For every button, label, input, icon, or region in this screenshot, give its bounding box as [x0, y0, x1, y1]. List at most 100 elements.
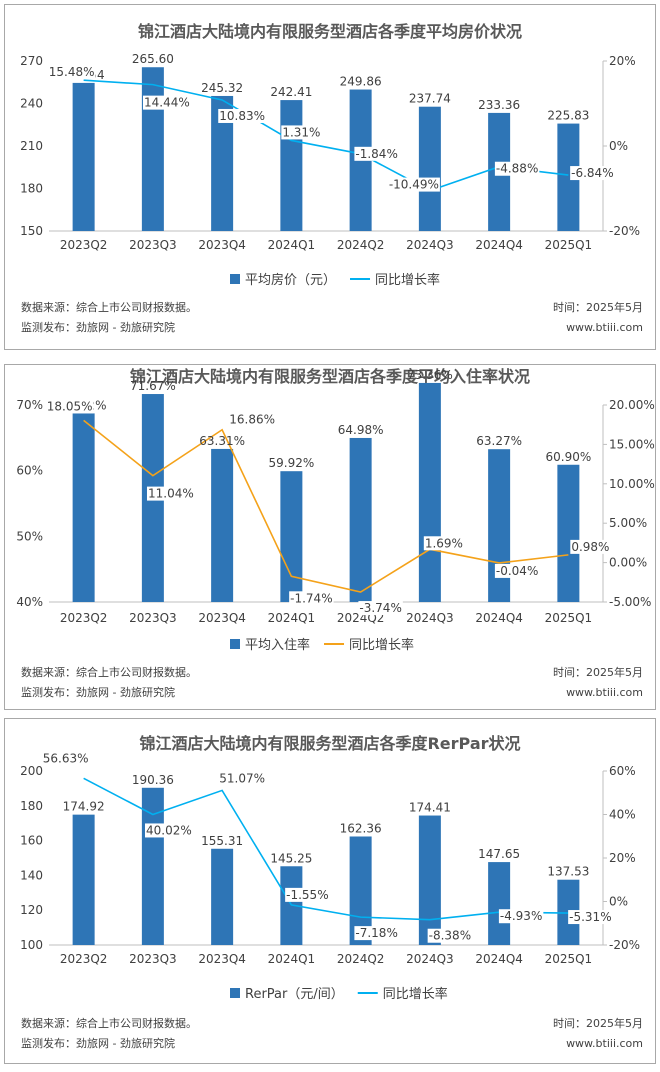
legend-bar-label: 平均入住率	[245, 637, 310, 653]
line-data-label: -6.84%	[571, 166, 613, 180]
y-right-tick-label: 20%	[609, 851, 636, 865]
bar-data-label: 265.60	[132, 52, 174, 66]
y-right-tick-label: 10.00%	[609, 477, 655, 491]
x-tick-label: 2024Q2	[337, 238, 385, 252]
line-label-bg	[427, 928, 473, 943]
line-label-bg	[144, 823, 193, 838]
line-label-bg	[47, 65, 96, 80]
x-tick-label: 2023Q4	[198, 952, 246, 966]
x-tick-label: 2023Q3	[129, 611, 177, 625]
y-tick-label: 120	[20, 903, 43, 917]
legend: RerPar（元/间） 同比增长率	[230, 986, 448, 1002]
line-data-label: -10.49%	[389, 178, 439, 192]
x-tick-label: 2024Q4	[475, 238, 523, 252]
line-label-bg	[41, 751, 90, 766]
bar	[488, 862, 511, 945]
growth-rate-line	[83, 79, 569, 192]
time-note: 时间：2025年5月	[553, 300, 643, 314]
growth-rate-line	[83, 419, 569, 593]
x-tick-label: 2024Q3	[406, 238, 454, 252]
bar-data-label: 71.67%	[130, 379, 176, 393]
y-tick-label: 180	[20, 799, 43, 813]
x-tick-label: 2024Q1	[268, 238, 316, 252]
line-data-label: -0.04%	[496, 564, 538, 578]
x-tick-label: 2023Q2	[60, 611, 108, 625]
chart-panel-occupancy: 锦江酒店大陆境内有限服务型酒店各季度平均入住率状况 40% 50% 60% 70% -5.…	[4, 364, 656, 710]
line-data-label: -1.55%	[286, 888, 328, 902]
y-tick-label: 40%	[16, 595, 43, 609]
growth-rate-line	[83, 777, 569, 921]
x-tick-label: 2024Q2	[337, 952, 385, 966]
line-label-bg	[354, 146, 399, 161]
bar-data-label: 249.86	[340, 75, 382, 89]
legend-line-label: 同比增长率	[375, 272, 440, 288]
y-tick-label: 150	[20, 224, 43, 238]
source-note: 数据来源：综合上市公司财报数据。	[21, 665, 197, 679]
line-data-label: -3.74%	[359, 601, 401, 615]
y-tick-label: 100	[20, 938, 43, 952]
line-data-label: 18.05%	[47, 399, 93, 413]
line-data-label: 56.63%	[43, 751, 89, 765]
line-data-label: 1.69%	[425, 536, 463, 550]
bar	[141, 67, 164, 231]
line-data-label: 10.83%	[219, 109, 265, 123]
x-tick-label: 2025Q1	[545, 952, 593, 966]
chart-panel-avg-room-price: 锦江酒店大陆境内有限服务型酒店各季度平均房价状况 150 180 210 240 270 -…	[4, 4, 656, 350]
legend-bar-label: 平均房价（元）	[245, 272, 336, 288]
y-tick-label: 270	[20, 54, 43, 68]
line-data-label: -8.38%	[429, 929, 471, 943]
y-tick-label: 140	[20, 868, 43, 882]
line-label-bg	[281, 125, 322, 140]
bar-data-label: 190.36	[132, 773, 174, 787]
y-right-tick-label: -5.00%	[609, 595, 651, 609]
line-data-label: -4.88%	[496, 162, 538, 176]
bar-data-label: 73.36%	[407, 368, 453, 382]
x-tick-label: 2023Q4	[198, 238, 246, 252]
bar-data-label: 174.92	[63, 800, 105, 814]
bar	[418, 815, 441, 945]
line-data-label: -1.74%	[290, 591, 332, 605]
line-label-bg	[354, 926, 399, 941]
line-label-bg	[228, 412, 277, 427]
source-note: 数据来源：综合上市公司财报数据。	[21, 1016, 197, 1030]
legend-bar-swatch	[230, 274, 240, 284]
y-tick-label: 160	[20, 834, 43, 848]
line-label-bg	[142, 95, 191, 110]
chart-panel-revpar: 锦江酒店大陆境内有限服务型酒店各季度RerPar状况 100 120 140 160 18…	[4, 718, 656, 1064]
chart-title: 锦江酒店大陆境内有限服务型酒店各季度平均房价状况	[138, 22, 522, 41]
bar-data-label: 162.36	[340, 821, 382, 835]
line-label-bg	[498, 909, 544, 924]
y-right-tick-label: 15.00%	[609, 437, 655, 451]
x-tick-label: 2024Q4	[475, 952, 523, 966]
line-data-label: 40.02%	[146, 823, 192, 837]
bar-data-label: 237.74	[409, 92, 451, 106]
bar-data-label: 64.98%	[338, 423, 384, 437]
bar-data-label: 225.83	[547, 109, 589, 123]
line-data-label: 1.31%	[282, 125, 320, 139]
bar	[72, 413, 95, 602]
site-note: www.btiii.com	[566, 686, 643, 699]
legend-bar-label: RerPar（元/间）	[245, 987, 344, 1002]
line-data-label: 14.44%	[144, 96, 190, 110]
bar-data-label: 145.25	[270, 851, 312, 865]
x-tick-label: 2025Q1	[545, 611, 593, 625]
line-label-bg	[218, 771, 267, 786]
line-label-bg	[387, 177, 440, 192]
y-right-tick-label: 40%	[609, 808, 636, 822]
y-right-tick-label: 20%	[609, 54, 636, 68]
line-label-bg	[289, 591, 334, 606]
line-label-bg	[45, 399, 94, 414]
y-right-tick-label: 0%	[609, 895, 628, 909]
time-note: 时间：2025年5月	[553, 665, 643, 679]
x-tick-label: 2023Q2	[60, 238, 108, 252]
bar	[557, 123, 580, 231]
x-tick-label: 2023Q3	[129, 238, 177, 252]
bar	[72, 82, 95, 231]
bar	[280, 100, 303, 231]
y-tick-label: 70%	[16, 398, 43, 412]
y-tick-label: 240	[20, 97, 43, 111]
line-label-bg	[494, 563, 540, 578]
bar-data-label: 137.53	[547, 865, 589, 879]
line-label-bg	[494, 161, 540, 176]
line-data-label: -1.84%	[355, 147, 397, 161]
